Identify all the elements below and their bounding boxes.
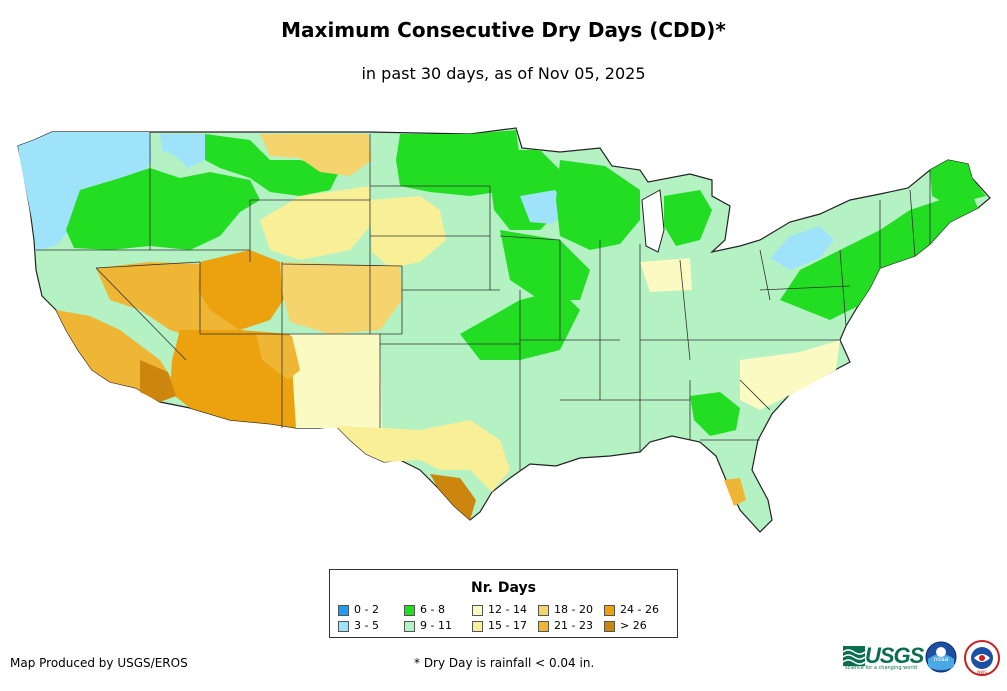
legend-title: Nr. Days: [471, 580, 536, 596]
legend: Nr. Days 0 - 2 3 - 5 6 - 8 9 - 11 12 - 1…: [329, 569, 678, 638]
legend-swatch: [338, 604, 349, 616]
legend-label: > 26: [620, 619, 647, 632]
legend-label: 18 - 20: [554, 603, 593, 616]
region-missouri-green: [500, 230, 590, 300]
region-northern-rockies: [66, 168, 260, 250]
legend-label: 12 - 14: [488, 603, 527, 616]
noaa-logo: noaa: [925, 641, 957, 673]
region-florida-dry: [724, 478, 746, 506]
legend-swatch: [404, 620, 415, 632]
legend-label: 3 - 5: [354, 619, 379, 632]
usgs-logo: USGS science for a changing world: [843, 643, 924, 671]
lake-michigan: [641, 189, 665, 253]
region-maine-green: [930, 160, 986, 206]
legend-item: > 26: [604, 620, 647, 632]
map-title: Maximum Consecutive Dry Days (CDD)*: [281, 18, 726, 42]
usgs-tagline: science for a changing world: [845, 665, 917, 671]
legend-label: 21 - 23: [554, 619, 593, 632]
region-idaho-blue: [160, 134, 205, 168]
legend-swatch: [338, 620, 349, 632]
cdd-map: [17, 127, 991, 533]
legend-swatch: [472, 604, 483, 616]
usgs-wave-icon: [843, 646, 865, 666]
legend-item: 3 - 5: [338, 620, 379, 632]
region-lower-michigan: [664, 190, 712, 246]
region-ohio-dry: [640, 258, 692, 292]
region-north-dakota: [396, 130, 520, 196]
region-socal-dark: [140, 360, 176, 402]
credit-text: Map Produced by USGS/EROS: [10, 656, 188, 670]
region-montana-dry: [260, 134, 372, 176]
legend-item: 24 - 26: [604, 604, 659, 616]
region-new-mexico: [290, 334, 382, 428]
nws-logo: NWS: [964, 640, 1000, 676]
legend-swatch: [604, 604, 615, 616]
region-northeast: [780, 190, 978, 320]
region-wisconsin: [556, 160, 640, 250]
usgs-wordmark: USGS: [865, 643, 924, 668]
legend-swatch: [538, 620, 549, 632]
legend-swatch: [472, 620, 483, 632]
region-south-texas: [430, 474, 476, 520]
legend-swatch: [404, 604, 415, 616]
region-central-plains-dry: [370, 196, 446, 268]
legend-item: 12 - 14: [472, 604, 527, 616]
region-utah-dry: [198, 250, 290, 330]
legend-label: 15 - 17: [488, 619, 527, 632]
region-colorado-dry: [280, 262, 402, 334]
nws-text: NWS: [977, 670, 987, 675]
legend-label: 0 - 2: [354, 603, 379, 616]
legend-swatch: [538, 604, 549, 616]
legend-swatch: [604, 620, 615, 632]
region-carolinas-dry: [740, 340, 840, 410]
legend-item: 15 - 17: [472, 620, 527, 632]
region-montana-green: [205, 134, 340, 196]
region-nm-orange: [256, 334, 300, 380]
region-georgia-green: [690, 392, 740, 436]
region-wyoming-dry: [260, 186, 372, 260]
legend-item: 6 - 8: [404, 604, 445, 616]
state-borders: [36, 132, 931, 470]
noaa-text: noaa: [934, 656, 949, 663]
region-texas-west: [336, 420, 510, 492]
legend-item: 18 - 20: [538, 604, 593, 616]
legend-label: 24 - 26: [620, 603, 659, 616]
legend-label: 6 - 8: [420, 603, 445, 616]
map-subtitle: in past 30 days, as of Nov 05, 2025: [361, 64, 646, 83]
legend-item: 9 - 11: [404, 620, 452, 632]
legend-item: 0 - 2: [338, 604, 379, 616]
legend-item: 21 - 23: [538, 620, 593, 632]
legend-label: 9 - 11: [420, 619, 452, 632]
region-northeast-blue: [770, 226, 834, 270]
footnote-text: * Dry Day is rainfall < 0.04 in.: [414, 656, 595, 670]
